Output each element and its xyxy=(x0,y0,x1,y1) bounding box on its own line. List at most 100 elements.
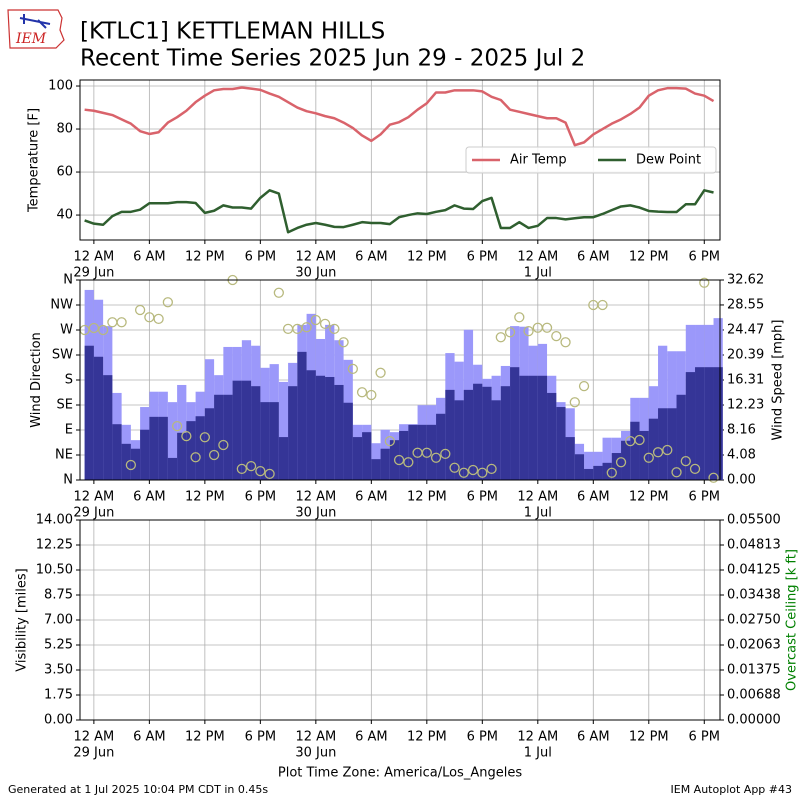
logo: IEM xyxy=(7,9,65,49)
bar xyxy=(713,367,723,480)
point xyxy=(421,447,432,458)
bar xyxy=(177,384,187,480)
bar xyxy=(158,416,168,480)
y2-tick-label: 16.31 xyxy=(727,373,764,388)
bar xyxy=(639,430,649,480)
point xyxy=(699,277,710,288)
bar xyxy=(584,468,594,480)
y-tick-label: 14.00 xyxy=(36,513,73,528)
y2-tick-label: 24.47 xyxy=(727,322,764,337)
bar xyxy=(584,451,594,480)
x-tick-label: 6 AM xyxy=(355,250,388,265)
point xyxy=(578,380,590,392)
point xyxy=(97,324,109,336)
point xyxy=(356,387,368,398)
x-tick-label: 6 AM xyxy=(133,490,166,505)
y-tick-label: 5.25 xyxy=(44,638,73,653)
y-axis-label: Visibility [miles] xyxy=(14,568,29,671)
point xyxy=(440,448,451,460)
bar xyxy=(537,375,548,480)
y2-tick-label: 8.16 xyxy=(727,422,756,437)
y-axis-label: Wind Direction xyxy=(29,332,44,428)
point xyxy=(551,330,562,342)
footer-generated: Generated at 1 Jul 2025 10:04 PM CDT in … xyxy=(8,783,268,796)
point xyxy=(208,449,220,461)
x-tick-label: 12 AM xyxy=(295,250,336,265)
bar xyxy=(362,432,372,480)
bar xyxy=(186,421,196,480)
bar xyxy=(593,465,603,480)
bar xyxy=(195,416,205,480)
point xyxy=(310,314,321,326)
bar xyxy=(695,367,705,480)
x-tick-label: 6 AM xyxy=(577,730,610,745)
y-tick-label: NW xyxy=(50,298,73,313)
point xyxy=(218,439,229,451)
point xyxy=(199,432,211,443)
point xyxy=(171,420,183,432)
logo-lines xyxy=(19,14,51,29)
y-tick-label: 40 xyxy=(56,208,73,223)
y-tick-label: 80 xyxy=(56,122,73,137)
bar xyxy=(269,402,279,480)
y-tick-label: 100 xyxy=(48,79,73,94)
plot-frame xyxy=(79,79,721,241)
y-tick-label: SE xyxy=(57,398,73,413)
bar xyxy=(574,454,585,480)
x-tick-label: 6 PM xyxy=(689,490,720,505)
y-tick-label: 60 xyxy=(56,165,73,180)
x-date-label: 1 Jul xyxy=(524,746,552,761)
bar xyxy=(704,367,714,480)
point xyxy=(643,452,654,463)
bar xyxy=(685,372,696,480)
point xyxy=(458,467,469,478)
y2-tick-label: 4.08 xyxy=(727,447,756,462)
point xyxy=(606,467,617,478)
y2-tick-label: 12.23 xyxy=(727,398,764,413)
x-tick-label: 6 AM xyxy=(577,490,610,505)
y2-tick-label: 0.00688 xyxy=(727,688,781,703)
bar xyxy=(103,375,113,480)
logo-text: IEM xyxy=(15,31,47,47)
bar xyxy=(482,386,492,480)
bar xyxy=(288,386,298,480)
plot-frame xyxy=(79,519,721,721)
bar xyxy=(140,429,150,480)
bar xyxy=(556,407,566,480)
chart-subtitle: Recent Time Series 2025 Jun 29 - 2025 Ju… xyxy=(80,46,585,72)
bar xyxy=(380,448,390,480)
y2-tick-label: 0.01375 xyxy=(727,663,781,678)
x-tick-label: 6 AM xyxy=(355,490,388,505)
bar xyxy=(121,443,131,480)
y2-tick-label: 0.05500 xyxy=(727,513,781,528)
point xyxy=(615,457,627,468)
bar xyxy=(325,376,335,480)
bar xyxy=(352,437,363,480)
bar xyxy=(278,437,289,480)
footer-app: IEM Autoplot App #43 xyxy=(671,783,793,796)
bar xyxy=(343,402,353,480)
y-tick-label: 0.00 xyxy=(44,713,73,728)
point xyxy=(486,463,497,475)
bar xyxy=(371,459,381,480)
logo-outline xyxy=(7,9,65,49)
x-tick-label: 6 AM xyxy=(355,730,388,745)
x-tick-label: 12 AM xyxy=(517,730,558,745)
x-date-label: 1 Jul xyxy=(524,506,552,521)
x-tick-label: 12 AM xyxy=(73,250,114,265)
y-tick-label: 10.50 xyxy=(36,563,73,578)
y-tick-label: E xyxy=(65,423,73,438)
point xyxy=(366,389,377,401)
legend-label: Air Temp xyxy=(510,153,567,168)
y-tick-label: W xyxy=(60,323,73,338)
y-tick-label: 1.75 xyxy=(44,688,73,703)
bar xyxy=(565,437,575,480)
point xyxy=(125,459,137,471)
y2-tick-label: 0.02063 xyxy=(727,638,781,653)
point xyxy=(153,313,164,325)
y2-tick-label: 0.02750 xyxy=(727,613,781,628)
bar xyxy=(177,432,187,480)
bar xyxy=(630,421,640,480)
point xyxy=(347,363,358,375)
